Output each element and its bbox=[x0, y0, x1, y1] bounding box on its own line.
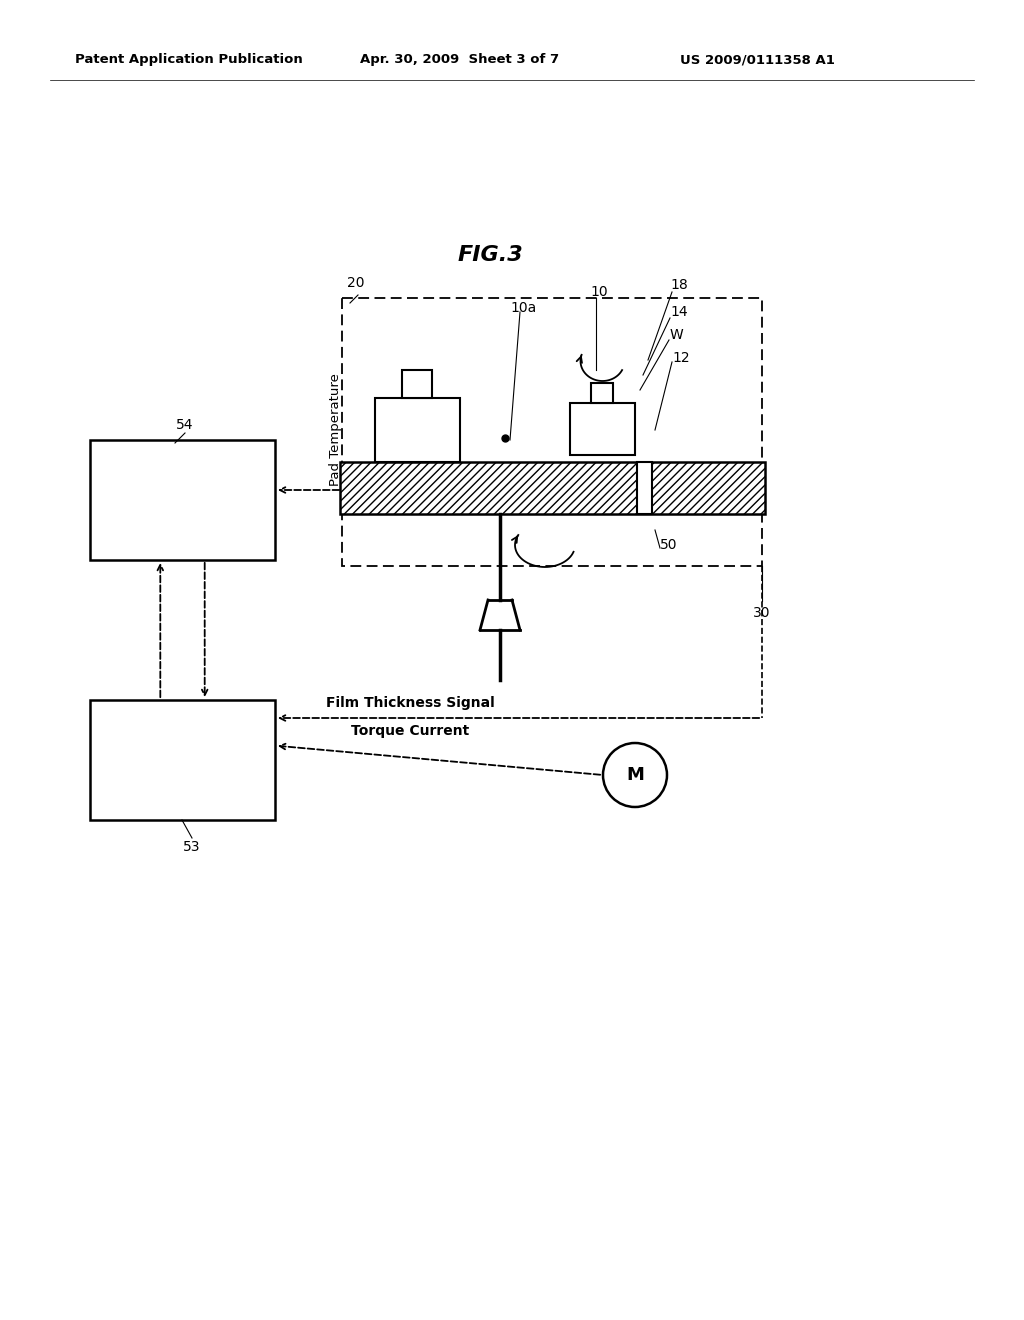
Text: 50: 50 bbox=[660, 539, 678, 552]
Text: 30: 30 bbox=[754, 606, 771, 620]
Bar bbox=[637, 462, 652, 513]
Text: 10: 10 bbox=[590, 285, 607, 300]
Bar bbox=[90, 440, 275, 560]
Text: 18: 18 bbox=[670, 279, 688, 292]
Bar bbox=[402, 370, 432, 399]
Text: Pad Temperature: Pad Temperature bbox=[330, 374, 342, 487]
Text: 54: 54 bbox=[176, 418, 194, 432]
Bar bbox=[375, 399, 460, 462]
Text: 10a: 10a bbox=[510, 301, 537, 315]
Circle shape bbox=[603, 743, 667, 807]
Bar bbox=[591, 383, 613, 403]
Text: 53: 53 bbox=[183, 840, 201, 854]
Bar bbox=[342, 298, 762, 566]
Bar bbox=[570, 403, 635, 455]
Bar bbox=[340, 462, 765, 513]
Text: W: W bbox=[670, 327, 684, 342]
Text: M: M bbox=[626, 766, 644, 784]
Text: Apr. 30, 2009  Sheet 3 of 7: Apr. 30, 2009 Sheet 3 of 7 bbox=[360, 54, 559, 66]
Bar bbox=[90, 700, 275, 820]
Text: 14: 14 bbox=[670, 305, 688, 319]
Text: FIG.3: FIG.3 bbox=[457, 246, 523, 265]
Text: US 2009/0111358 A1: US 2009/0111358 A1 bbox=[680, 54, 835, 66]
Text: 12: 12 bbox=[672, 351, 689, 366]
Text: Patent Application Publication: Patent Application Publication bbox=[75, 54, 303, 66]
Text: Torque Current: Torque Current bbox=[351, 723, 469, 738]
Text: 20: 20 bbox=[347, 276, 365, 290]
Text: Film Thickness Signal: Film Thickness Signal bbox=[326, 696, 495, 710]
